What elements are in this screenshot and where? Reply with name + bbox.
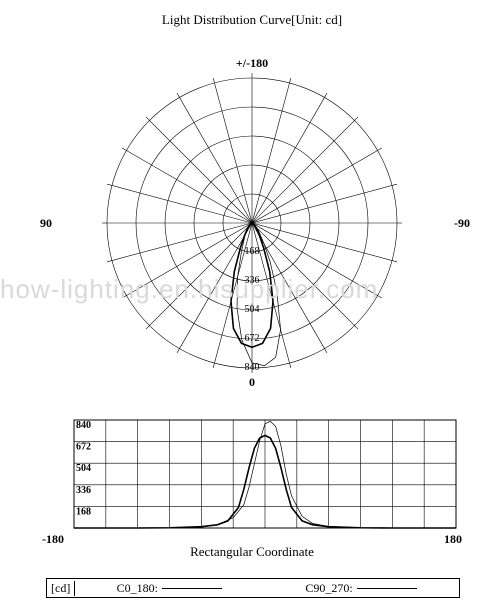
- rect-svg: 168 336 504 672 840: [46, 418, 458, 530]
- svg-text:840: 840: [245, 362, 260, 373]
- svg-text:504: 504: [245, 304, 260, 315]
- legend-item-1: C90_270:: [267, 581, 459, 596]
- legend-label-0: C0_180:: [117, 581, 158, 596]
- polar-label-left: 90: [40, 216, 52, 231]
- polar-chart: 168336504672840 +/-180 0 90 -90: [46, 48, 458, 398]
- polar-label-top: +/-180: [46, 56, 458, 71]
- svg-text:504: 504: [76, 463, 91, 474]
- svg-text:168: 168: [245, 246, 260, 257]
- legend-line-1: [357, 588, 417, 589]
- polar-label-right: -90: [454, 216, 470, 231]
- legend-label-1: C90_270:: [305, 581, 352, 596]
- legend-item-0: C0_180:: [75, 581, 267, 596]
- svg-text:840: 840: [76, 420, 91, 431]
- legend-unit: [cd]: [47, 581, 75, 596]
- svg-text:672: 672: [76, 442, 91, 453]
- legend-line-0: [162, 588, 222, 589]
- svg-text:336: 336: [245, 275, 260, 286]
- figure-container: Light Distribution Curve[Unit: cd] 168 33…: [0, 0, 504, 614]
- rectangular-chart: 168336504672840 -180 180 Rectangular Coo…: [46, 418, 458, 558]
- polar-svg: 168 336 504 672 840: [46, 48, 458, 398]
- legend: [cd] C0_180: C90_270:: [46, 578, 460, 598]
- rect-title: Rectangular Coordinate: [46, 544, 458, 560]
- svg-text:168: 168: [76, 506, 91, 517]
- svg-text:672: 672: [245, 333, 260, 344]
- polar-label-bottom: 0: [46, 375, 458, 390]
- chart-title: Light Distribution Curve[Unit: cd]: [0, 12, 504, 28]
- svg-text:336: 336: [76, 485, 91, 496]
